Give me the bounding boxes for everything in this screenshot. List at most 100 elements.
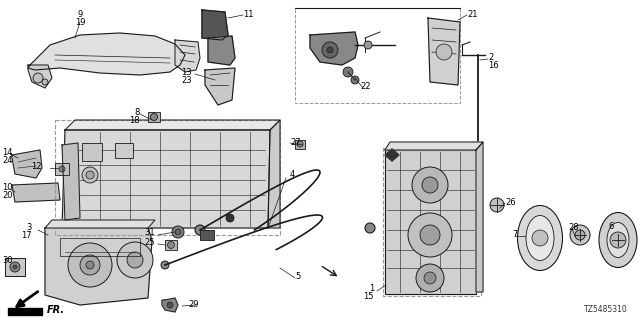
Circle shape	[364, 41, 372, 49]
Text: FR.: FR.	[47, 305, 65, 315]
Circle shape	[422, 177, 438, 193]
Text: 19: 19	[75, 18, 85, 27]
Text: 4: 4	[290, 170, 295, 179]
Polygon shape	[12, 150, 42, 178]
Polygon shape	[428, 18, 460, 85]
Circle shape	[33, 73, 43, 83]
Text: 12: 12	[31, 162, 42, 171]
Circle shape	[80, 255, 100, 275]
Polygon shape	[205, 68, 235, 105]
Bar	[55, 163, 69, 175]
Text: 11: 11	[243, 10, 253, 19]
Polygon shape	[12, 183, 60, 202]
Circle shape	[226, 214, 234, 222]
Polygon shape	[62, 130, 270, 228]
Bar	[200, 230, 214, 240]
Circle shape	[68, 243, 112, 287]
Circle shape	[570, 225, 590, 245]
Text: 10: 10	[2, 183, 13, 192]
Text: 3: 3	[27, 223, 32, 232]
Bar	[115, 143, 133, 158]
Circle shape	[161, 261, 169, 269]
Circle shape	[420, 225, 440, 245]
Circle shape	[575, 230, 585, 240]
Circle shape	[10, 262, 20, 272]
Circle shape	[127, 252, 143, 268]
Polygon shape	[162, 298, 178, 312]
Circle shape	[172, 226, 184, 238]
Text: 6: 6	[608, 222, 613, 231]
Polygon shape	[45, 220, 155, 228]
Circle shape	[42, 79, 48, 85]
Text: 29: 29	[188, 300, 198, 309]
Text: 24: 24	[2, 156, 13, 165]
Circle shape	[168, 242, 175, 249]
Polygon shape	[310, 32, 358, 65]
Text: 31: 31	[145, 228, 155, 237]
Polygon shape	[28, 65, 52, 88]
Polygon shape	[385, 142, 483, 150]
Circle shape	[424, 272, 436, 284]
Circle shape	[412, 167, 448, 203]
Text: 1: 1	[369, 284, 374, 293]
Polygon shape	[476, 142, 483, 292]
Circle shape	[86, 261, 94, 269]
Circle shape	[343, 67, 353, 77]
Bar	[5, 258, 25, 276]
Circle shape	[490, 198, 504, 212]
Bar	[60, 238, 140, 256]
Text: 9: 9	[77, 10, 83, 19]
Text: 28: 28	[568, 223, 579, 232]
Bar	[165, 240, 177, 250]
Text: 2: 2	[488, 53, 493, 62]
Text: 21: 21	[467, 10, 477, 19]
Circle shape	[195, 225, 205, 235]
Ellipse shape	[526, 215, 554, 260]
Polygon shape	[62, 143, 80, 220]
Bar	[295, 140, 305, 149]
Circle shape	[150, 114, 157, 121]
Bar	[82, 143, 102, 161]
Ellipse shape	[607, 222, 629, 258]
Text: 17: 17	[21, 231, 32, 240]
Polygon shape	[28, 33, 185, 75]
Circle shape	[117, 242, 153, 278]
Circle shape	[175, 229, 181, 235]
Bar	[383, 148, 481, 296]
Bar	[55, 120, 280, 235]
Text: 15: 15	[364, 292, 374, 301]
Text: 5: 5	[295, 272, 300, 281]
Text: 16: 16	[488, 61, 499, 70]
Circle shape	[436, 44, 452, 60]
Text: 26: 26	[505, 198, 516, 207]
Text: 8: 8	[134, 108, 140, 117]
Text: 7: 7	[512, 230, 517, 239]
Text: 30: 30	[2, 256, 13, 265]
Circle shape	[82, 167, 98, 183]
Text: 20: 20	[2, 191, 13, 200]
Text: 14: 14	[2, 148, 13, 157]
Text: 27: 27	[290, 138, 301, 147]
Text: 18: 18	[129, 116, 140, 125]
Circle shape	[532, 230, 548, 246]
Polygon shape	[175, 40, 200, 72]
Circle shape	[365, 223, 375, 233]
Circle shape	[59, 166, 65, 172]
Text: 13: 13	[181, 68, 192, 77]
Polygon shape	[202, 10, 228, 40]
Circle shape	[322, 42, 338, 58]
Circle shape	[610, 232, 626, 248]
Polygon shape	[385, 149, 399, 161]
Polygon shape	[65, 120, 280, 130]
Bar	[295, 8, 460, 103]
Circle shape	[167, 302, 173, 308]
Polygon shape	[268, 120, 280, 228]
Circle shape	[297, 141, 303, 147]
Circle shape	[416, 264, 444, 292]
Text: TZ5485310: TZ5485310	[584, 305, 628, 314]
Bar	[148, 112, 160, 122]
Ellipse shape	[599, 212, 637, 268]
Text: 25: 25	[145, 238, 155, 247]
Polygon shape	[208, 36, 235, 65]
Polygon shape	[45, 228, 152, 305]
